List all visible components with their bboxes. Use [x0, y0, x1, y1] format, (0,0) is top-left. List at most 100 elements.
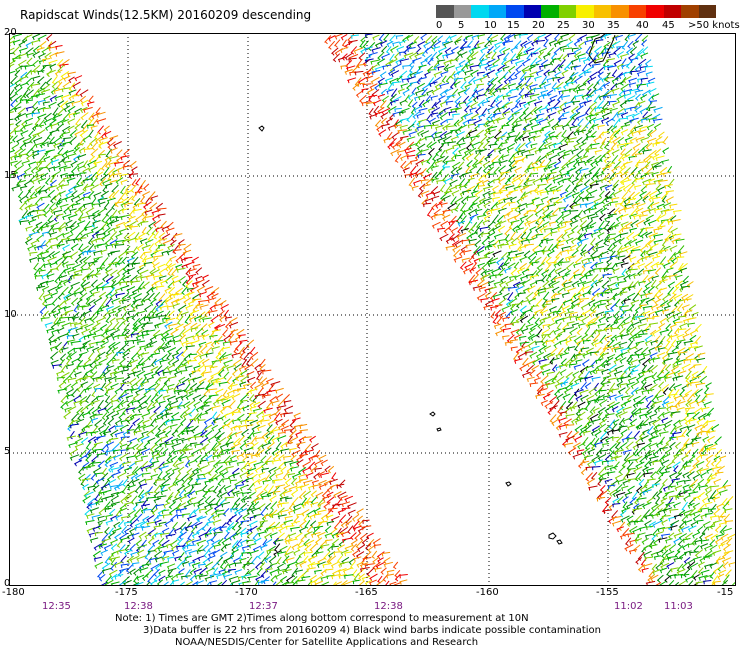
wind-barb-tick	[322, 498, 325, 502]
wind-barb-tick	[199, 398, 203, 403]
wind-barb	[174, 423, 183, 432]
wind-barb	[116, 267, 125, 274]
wind-barb-tick	[88, 118, 92, 122]
wind-barb	[261, 432, 269, 438]
wind-barb	[55, 201, 63, 206]
wind-barb	[249, 381, 257, 388]
wind-barb-tick	[57, 146, 60, 150]
wind-barb	[78, 431, 88, 436]
wind-barb-tick	[252, 433, 255, 437]
wind-barb	[160, 279, 168, 284]
wind-barb	[231, 369, 238, 375]
wind-barb-tick	[78, 434, 81, 438]
wind-barb-tick	[57, 104, 61, 108]
wind-barb	[70, 340, 81, 344]
wind-barb-tick	[232, 373, 236, 377]
wind-barb-tick	[214, 302, 218, 306]
wind-barb	[134, 323, 144, 330]
wind-barb-tick	[263, 488, 267, 492]
wind-barb	[146, 310, 152, 318]
wind-barb	[104, 263, 113, 271]
wind-barb-tick	[128, 348, 131, 353]
wind-barb	[149, 443, 157, 451]
wind-barb-tick	[85, 495, 88, 499]
wind-barb	[137, 424, 147, 429]
wind-barb-tick	[86, 515, 89, 520]
wind-barb	[72, 81, 81, 87]
wind-barb-tick	[44, 153, 48, 157]
wind-barb	[121, 208, 130, 211]
wind-barb-tick	[101, 449, 105, 453]
wind-barb	[93, 383, 101, 388]
wind-barb-tick	[257, 427, 260, 432]
wind-barb	[50, 243, 60, 247]
wind-barb	[98, 371, 105, 379]
wind-barb	[165, 227, 175, 232]
wind-barb	[130, 280, 141, 283]
wind-barb-tick	[53, 145, 56, 149]
wind-barb	[56, 376, 66, 379]
wind-barb	[138, 478, 146, 484]
legend-swatch	[611, 5, 629, 18]
wind-barb	[134, 232, 140, 239]
wind-barb-tick	[128, 514, 131, 518]
wind-barb-tick	[107, 142, 111, 146]
wind-barb-tick	[28, 164, 31, 168]
wind-barb-tick	[140, 200, 144, 204]
wind-barb-tick	[157, 434, 160, 438]
wind-barb-tick	[93, 195, 96, 199]
wind-barb-tick	[341, 533, 344, 538]
wind-barb-tick	[249, 404, 253, 408]
wind-barb	[25, 77, 33, 84]
wind-barb	[231, 418, 241, 422]
wind-barb	[80, 405, 89, 413]
wind-barb	[52, 227, 61, 230]
wind-barb	[92, 413, 103, 417]
wind-barb	[232, 437, 241, 445]
legend-swatch	[523, 5, 541, 18]
wind-barb-tick	[243, 499, 246, 503]
wind-barb	[199, 353, 208, 358]
wind-barb-tick	[50, 98, 53, 102]
wind-barb	[10, 154, 17, 159]
wind-barb-tick	[222, 334, 226, 337]
wind-barb	[293, 412, 301, 417]
wind-barb	[44, 51, 52, 58]
wind-barb-tick	[154, 236, 158, 240]
wind-barb	[31, 225, 39, 232]
wind-barb	[73, 184, 84, 189]
wind-barb-tick	[137, 270, 140, 274]
wind-barb-tick	[264, 536, 268, 540]
wind-barb	[126, 399, 135, 406]
wind-barb	[13, 160, 22, 167]
wind-barb	[111, 297, 120, 303]
wind-barb	[145, 329, 156, 333]
wind-barb-tick	[88, 242, 92, 245]
wind-barb-tick	[159, 361, 162, 365]
wind-barb-tick	[75, 260, 79, 264]
wind-barb	[154, 394, 163, 402]
wind-barb	[104, 526, 110, 533]
wind-barb-tick	[205, 512, 208, 516]
wind-barb-tick	[33, 140, 36, 144]
wind-barb-tick	[115, 294, 118, 298]
wind-barb	[207, 310, 218, 313]
wind-barb-tick	[249, 408, 252, 412]
wind-barb-tick	[210, 505, 212, 509]
wind-barb-tick	[41, 276, 44, 280]
wind-barb	[91, 407, 100, 414]
wind-barb-tick	[14, 157, 17, 161]
wind-barb-tick	[150, 400, 154, 403]
wind-barb	[145, 274, 155, 278]
wind-barb	[105, 449, 116, 453]
wind-barb	[97, 399, 104, 408]
wind-barb	[235, 375, 245, 378]
wind-barb	[65, 190, 73, 196]
wind-barb-tick	[66, 403, 69, 407]
wind-barb	[56, 81, 63, 89]
wind-barb	[21, 210, 28, 219]
legend-swatch	[698, 5, 716, 18]
wind-barb	[140, 298, 149, 303]
wind-barb	[206, 291, 216, 298]
wind-barb-tick	[168, 476, 171, 480]
